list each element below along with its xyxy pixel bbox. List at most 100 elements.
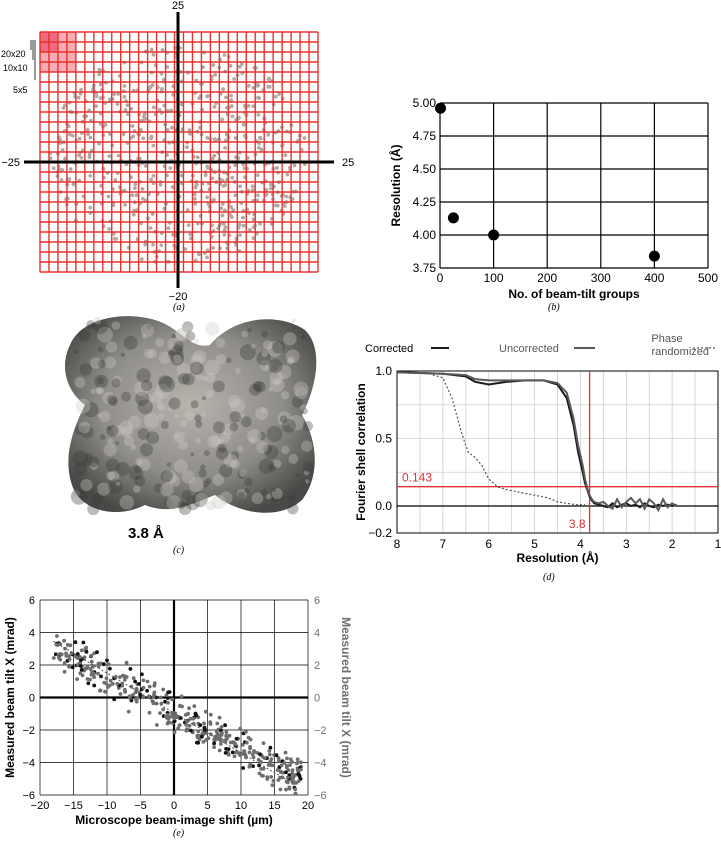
data-point [185, 208, 190, 213]
map-texture-blob [78, 421, 91, 434]
y-tick-label-right: −6 [314, 790, 327, 802]
data-point [268, 745, 273, 750]
data-point [226, 752, 231, 757]
data-point [267, 749, 272, 753]
data-point [261, 741, 266, 745]
data-point [246, 83, 251, 88]
y-tick-label-left: 2 [29, 660, 35, 672]
y-tick-label-right: 2 [314, 660, 320, 672]
data-point [127, 696, 132, 700]
data-point [196, 729, 201, 734]
data-point [151, 143, 156, 148]
map-texture-blob [79, 363, 92, 376]
data-point [150, 83, 155, 87]
map-texture-blob [229, 422, 239, 432]
data-point [218, 742, 223, 746]
y-tick-label-right: 4 [314, 628, 320, 640]
data-point [143, 164, 148, 168]
map-texture-blob [86, 320, 96, 330]
data-point [204, 738, 209, 742]
data-point [488, 229, 500, 241]
x-tick-label: 6 [485, 537, 492, 551]
y-axis-label: Fourier shell correlation [354, 383, 368, 520]
data-point [212, 745, 217, 750]
x-tick-label: −20 [31, 800, 50, 812]
data-point [123, 108, 128, 113]
data-point [70, 665, 75, 670]
data-point [210, 156, 215, 161]
data-point [284, 770, 288, 775]
panel-e: −20 −15 −10 −5 0 5 10 15 20 6 6 4 4 2 2 0 0 −2 −2 −4 −4 −6 −6 M… [0, 585, 360, 844]
map-texture-blob [207, 435, 221, 448]
data-point [233, 163, 238, 168]
data-point [164, 693, 169, 697]
y-tick-label-left: 0 [29, 693, 35, 705]
data-point [196, 740, 201, 745]
data-point [246, 104, 251, 108]
data-point [229, 104, 234, 108]
data-point [108, 97, 112, 102]
map-texture-blob [106, 426, 112, 432]
data-point [188, 132, 192, 136]
data-point [123, 689, 127, 694]
data-point [271, 779, 276, 783]
data-point [275, 768, 280, 772]
map-texture-blob [291, 396, 303, 408]
map-texture-blob [220, 432, 231, 443]
data-point [255, 198, 259, 203]
data-point [63, 103, 67, 108]
series-phase-randomized [396, 371, 585, 506]
map-texture-blob [108, 470, 120, 482]
y-tick-label: 1.0 [375, 364, 392, 378]
map-texture-blob [168, 350, 174, 356]
y-tick-label-left: 6 [29, 595, 35, 607]
data-point [183, 247, 188, 252]
map-texture-blob [128, 415, 142, 429]
map-texture-blob [130, 444, 137, 451]
legend-uncorrected-label: Uncorrected [499, 343, 559, 355]
data-point [158, 695, 163, 700]
data-point [166, 696, 170, 700]
map-texture-blob [265, 493, 272, 500]
y-tick-label-right: 6 [314, 595, 320, 607]
data-point [293, 791, 298, 796]
map-texture-blob [141, 394, 154, 407]
map-texture-blob [261, 407, 267, 413]
map-texture-blob [135, 457, 143, 466]
map-texture-blob [287, 503, 299, 515]
map-texture-blob [244, 477, 253, 486]
map-texture-blob [219, 491, 233, 505]
data-point [290, 771, 295, 776]
block-label-20x20: 20x20 [1, 49, 26, 59]
map-texture-blob [112, 375, 122, 386]
map-texture-blob [281, 445, 290, 455]
map-texture-blob [168, 405, 173, 411]
map-texture-blob [166, 462, 172, 467]
data-point [108, 666, 112, 671]
data-point [258, 222, 262, 226]
data-point [62, 669, 67, 674]
map-texture-blob [70, 488, 87, 505]
caption-d: (d) [543, 572, 555, 583]
data-point [447, 212, 459, 224]
data-point [170, 125, 174, 130]
y-tick-label: −0.2 [368, 526, 392, 540]
data-point [133, 690, 138, 695]
data-point [248, 762, 253, 767]
y-tick-label-right: 0 [314, 693, 320, 705]
data-point [237, 64, 242, 69]
data-point [290, 760, 294, 764]
map-texture-blob [175, 328, 187, 340]
data-point [97, 67, 102, 72]
data-point [78, 664, 83, 668]
data-point [98, 688, 102, 693]
data-point [79, 87, 83, 92]
map-texture-blob [300, 404, 308, 412]
map-texture-blob [155, 338, 165, 348]
data-point [151, 105, 156, 110]
data-point [67, 654, 71, 659]
map-texture-blob [230, 459, 240, 469]
map-texture-blob [228, 394, 241, 408]
data-point [255, 193, 260, 198]
data-point [223, 146, 228, 150]
